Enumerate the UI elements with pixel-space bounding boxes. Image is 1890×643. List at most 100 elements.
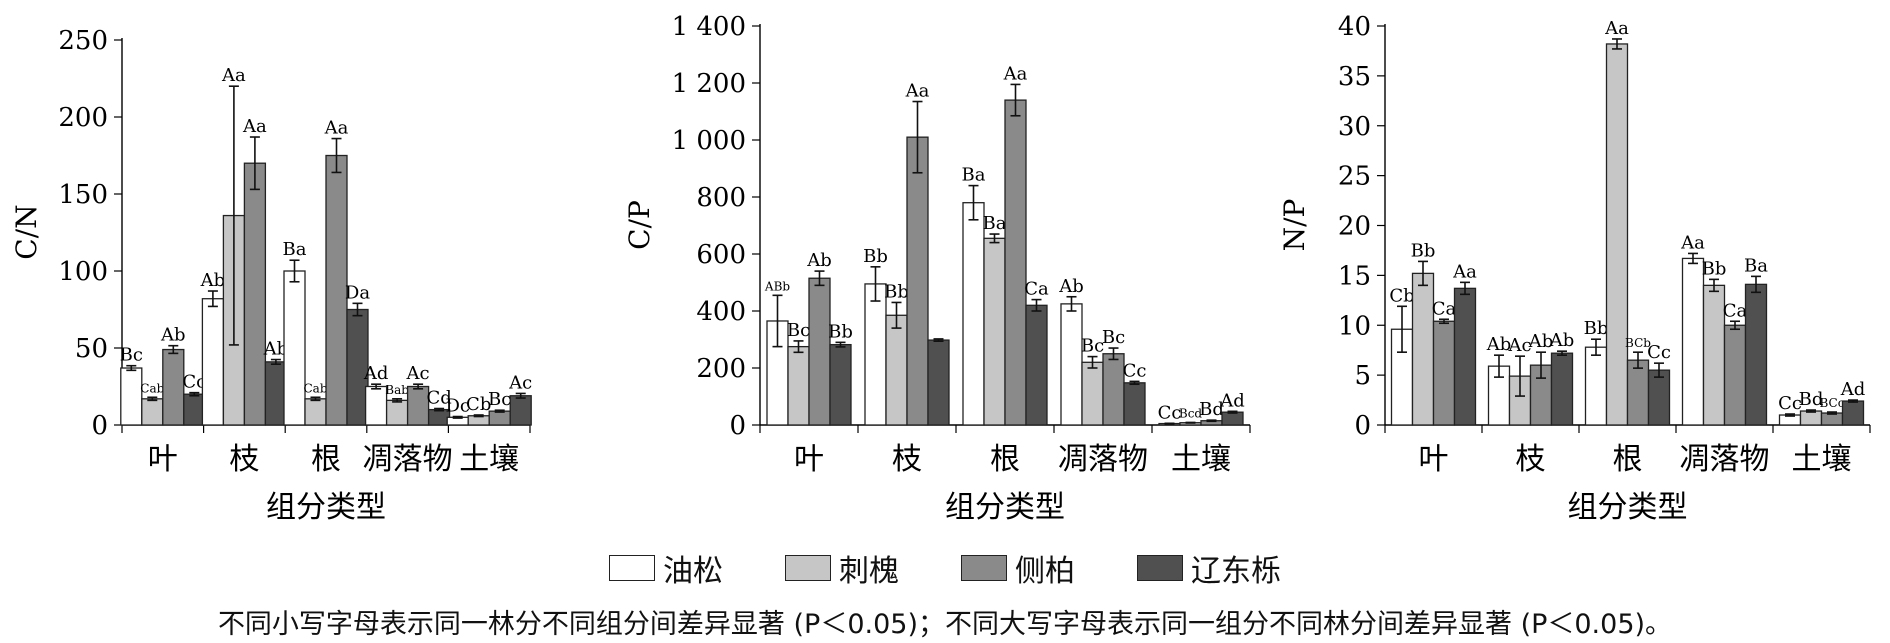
data-label: BCc (1820, 396, 1845, 410)
x-tick-label: 土壤 (459, 442, 519, 477)
bar (787, 345, 810, 426)
bar (1626, 359, 1650, 426)
data-label: Cb (1389, 285, 1414, 306)
y-tick-label: 1 400 (672, 12, 746, 42)
y-tick-label: 0 (729, 411, 746, 441)
y-axis-title: N/P (1278, 199, 1311, 252)
chart-1: 0 50 100 150 200 250 C/N 叶 枝 根凋落物 土壤组分类型 Bc Cab Ab Cc A… (10, 26, 532, 525)
y-axis-title: C/P (623, 200, 656, 250)
bar (1221, 411, 1244, 426)
legend-label: 辽东栎 (1191, 554, 1281, 589)
data-label: Cd (426, 388, 451, 409)
legend-item: 辽东栎 (1137, 546, 1281, 590)
bar (364, 385, 388, 426)
y-tick-label: 800 (696, 183, 746, 213)
legend-item: 油松 (609, 546, 723, 590)
bar (1605, 43, 1629, 426)
data-label: Cb (466, 394, 491, 415)
bar (1102, 353, 1125, 426)
data-label: Aa (324, 118, 349, 139)
y-tick-label: 50 (75, 334, 108, 364)
data-label: Ac (406, 363, 430, 384)
bar (406, 385, 430, 426)
bar (1060, 303, 1083, 426)
x-tick-label: 凋落物 (363, 442, 453, 477)
data-label: Ab (1528, 331, 1554, 352)
legend-label: 侧柏 (1015, 554, 1075, 589)
y-tick-label: 600 (696, 240, 746, 270)
bar (1411, 272, 1435, 426)
bar (829, 343, 852, 426)
data-label: Bd (1799, 389, 1824, 410)
y-tick-label: 400 (696, 297, 746, 327)
data-label: Cc (1778, 393, 1802, 414)
x-axis-title: 组分类型 (945, 490, 1065, 525)
bar (1799, 410, 1823, 426)
data-label: Bb (1702, 258, 1727, 279)
bar (304, 398, 327, 426)
data-label: Bc (120, 345, 143, 366)
data-label: Dc (445, 396, 470, 417)
data-label: Ba (983, 213, 1007, 234)
data-label: Ca (1432, 298, 1457, 319)
data-label: Ba (283, 239, 307, 260)
data-label: BCb (1625, 336, 1651, 350)
bar (1123, 382, 1146, 426)
y-tick-label: 20 (1338, 212, 1371, 242)
bar (325, 154, 348, 426)
x-tick-label: 土壤 (1171, 442, 1231, 477)
bar (1681, 257, 1705, 426)
data-label: Ab (263, 339, 289, 360)
bar (283, 270, 306, 426)
data-label: Ad (1219, 390, 1245, 411)
legend-swatch (961, 555, 1007, 581)
data-label: Bc (488, 389, 511, 410)
x-axis-title: 组分类型 (266, 490, 386, 525)
data-label: Aa (1680, 232, 1705, 253)
data-label: Aa (242, 116, 267, 137)
figure-note: 不同小写字母表示同一林分不同组分间差异显著 (P＜0.05)；不同大写字母表示同… (217, 609, 1673, 640)
legend: 油松 刺槐 侧柏 辽东栎 (0, 546, 1890, 590)
data-label: Bc (787, 320, 810, 341)
bar (1432, 320, 1456, 426)
bar (201, 298, 225, 426)
legend-swatch (785, 555, 831, 581)
chart-2: 0 200 400 600 800 1 000 1 200 1 400 C/P 叶 枝 根 凋落物 土壤组… (623, 12, 1251, 525)
y-tick-label: 10 (1338, 311, 1371, 341)
y-tick-label: 150 (58, 180, 108, 210)
y-axis-title: C/N (10, 204, 43, 259)
data-label: Ab (200, 270, 226, 291)
bar (264, 361, 288, 426)
legend-label: 刺槐 (839, 554, 899, 589)
data-label: Bc (1102, 327, 1125, 348)
legend-item: 侧柏 (961, 546, 1075, 590)
data-label: Aa (221, 65, 246, 86)
bar (1081, 361, 1104, 426)
x-tick-label: 枝 (892, 442, 922, 477)
data-label: Ac (508, 372, 532, 393)
bar (927, 339, 950, 426)
y-tick-label: 200 (696, 354, 746, 384)
data-label: Cc (1158, 402, 1182, 423)
bar (120, 367, 143, 426)
y-tick-label: 250 (58, 26, 108, 56)
y-tick-label: 5 (1354, 361, 1371, 391)
data-label: ABb (764, 279, 790, 293)
data-label: Bb (1584, 318, 1609, 339)
data-label: Bb (884, 281, 909, 302)
x-tick-label: 根 (990, 442, 1020, 477)
legend-swatch (609, 555, 655, 581)
data-label: Ad (1840, 379, 1866, 400)
bar (1841, 400, 1865, 426)
bar (1647, 369, 1671, 426)
data-label: Ab (1058, 276, 1084, 297)
y-tick-label: 200 (58, 103, 108, 133)
data-label: Cab (303, 381, 327, 395)
x-tick-label: 叶 (148, 442, 178, 477)
x-tick-label: 枝 (229, 442, 259, 477)
data-label: Aa (905, 81, 930, 102)
data-label: Bc (1081, 336, 1104, 357)
x-tick-label: 枝 (1516, 442, 1546, 477)
bar (183, 393, 206, 426)
